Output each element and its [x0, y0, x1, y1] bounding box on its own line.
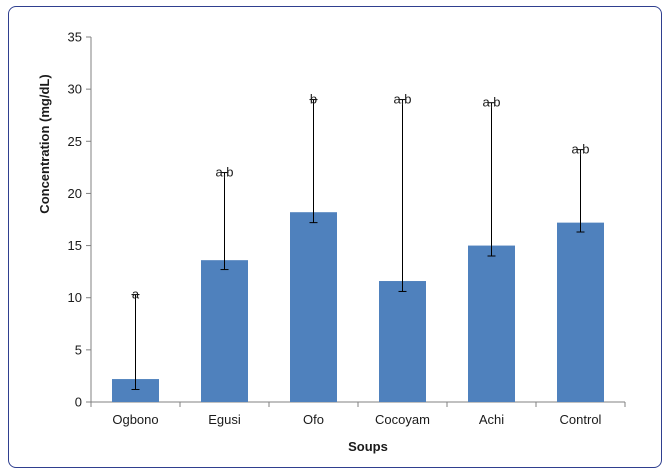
y-tick-label: 0 — [75, 395, 82, 410]
y-tick-label: 35 — [68, 30, 82, 45]
y-tick-label: 25 — [68, 134, 82, 149]
bar-ofo — [290, 212, 337, 402]
bar-egusi — [201, 260, 248, 402]
significance-label: a,b — [571, 142, 589, 157]
significance-label: a — [132, 287, 140, 302]
x-tick-label: Ofo — [303, 412, 324, 427]
x-tick-label: Ogbono — [112, 412, 158, 427]
bar-achi — [468, 245, 515, 402]
x-tick-label: Egusi — [208, 412, 241, 427]
x-tick-label: Control — [560, 412, 602, 427]
y-tick-label: 20 — [68, 186, 82, 201]
y-tick-label: 15 — [68, 238, 82, 253]
labels-group: a Ogbono a,b Egusi b Ofo a,b Cocoyam a,b Achi a,b C… — [112, 92, 601, 427]
bar-ogbono — [112, 379, 159, 402]
y-tick-label: 30 — [68, 82, 82, 97]
bar-control — [557, 222, 604, 402]
x-tick-label: Achi — [479, 412, 504, 427]
y-tick-label: 10 — [68, 290, 82, 305]
error-bars-group — [131, 99, 585, 390]
significance-label: a,b — [215, 165, 233, 180]
significance-label: b — [310, 92, 317, 107]
significance-label: a,b — [393, 92, 411, 107]
x-tick-label: Cocoyam — [375, 412, 430, 427]
axes: 0 5 10 15 20 25 30 35 — [68, 30, 626, 410]
bar-cocoyam — [379, 281, 426, 402]
bars-group — [112, 212, 604, 402]
x-axis-title: Soups — [348, 439, 388, 454]
bar-chart: 0 5 10 15 20 25 30 35 a Ogbono a,b Egusi b Ofo a,b Coc… — [37, 30, 626, 454]
y-tick-label: 5 — [75, 342, 82, 357]
significance-label: a,b — [482, 95, 500, 110]
y-axis-title: Concentration (mg/dL) — [37, 74, 52, 213]
